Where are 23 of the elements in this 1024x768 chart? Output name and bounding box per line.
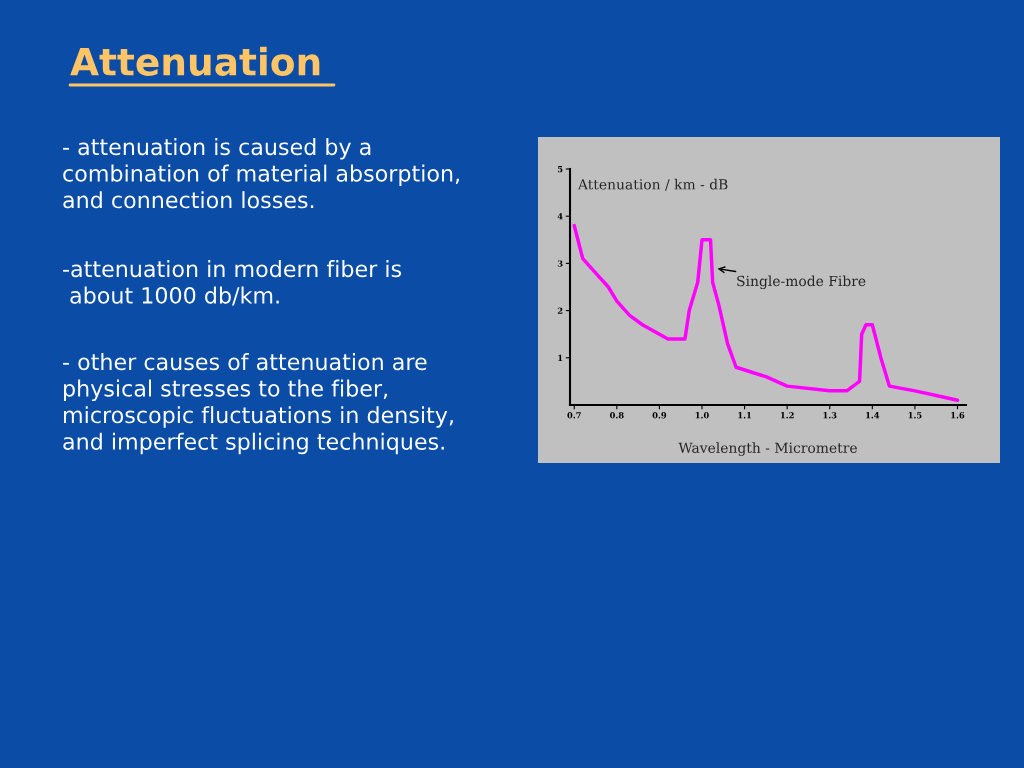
text: -attenuation in modern fiber is about 1000 db/km.: [63, 260, 402, 306]
x-tick-label: 1.4: [866, 412, 880, 419]
y-tick-label: 5: [557, 166, 563, 173]
y-tick-label: 2: [557, 307, 563, 314]
annotation: Single-mode Fibre: [737, 275, 866, 290]
x-tick-label: 1.2: [780, 412, 794, 419]
y-tick-label: 1: [558, 354, 563, 361]
x-tick-label: 1.3: [823, 412, 837, 419]
text: Attenuation: [70, 46, 320, 76]
line-series: [572, 223, 960, 403]
y-tick-label: 4: [557, 213, 563, 220]
y-tick-label: 3: [557, 260, 563, 267]
y-axis-title: Attenuation / km - dB: [577, 178, 728, 191]
x-tick-label: 1.5: [908, 412, 922, 419]
x-tick-label: 0.8: [609, 412, 624, 419]
text: - attenuation is caused by a combination of material absorption, and connection losses.: [63, 138, 459, 209]
x-tick-label: 1.6: [951, 412, 965, 419]
x-axis-title: Wavelength - Micrometre: [678, 442, 857, 456]
x-tick-label: 0.9: [652, 412, 667, 419]
x-tick-label: 1.1: [738, 412, 751, 419]
x-tick-label: 0.7: [567, 412, 581, 419]
text: - other causes of attenuation are physical stresses to the fiber, microscopic fluctuations in density, and imperfect splicing techniques.: [63, 353, 453, 455]
x-tick-label: 1.0: [695, 412, 709, 419]
